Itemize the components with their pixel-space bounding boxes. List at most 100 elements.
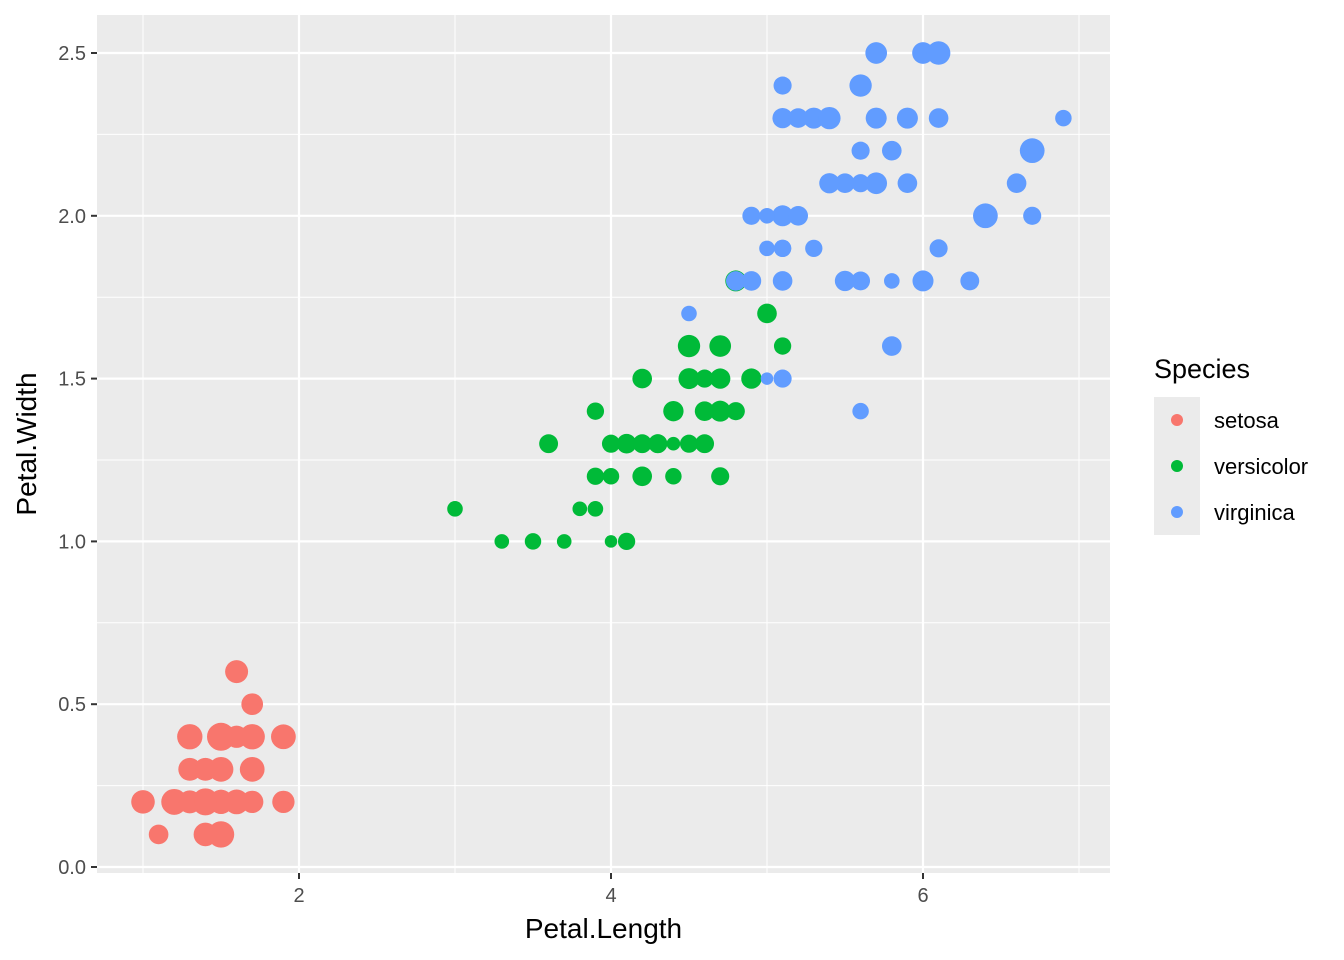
- data-point-setosa: [131, 790, 155, 814]
- data-point-virginica: [1019, 138, 1045, 164]
- data-point-virginica: [1006, 173, 1027, 194]
- data-point-versicolor: [617, 532, 636, 551]
- data-point-versicolor: [586, 467, 605, 485]
- legend-title: Species: [1154, 354, 1250, 384]
- data-point-virginica: [819, 173, 840, 194]
- y-tick-label: 2.0: [58, 206, 86, 228]
- y-tick-label: 1.5: [58, 369, 86, 391]
- data-point-virginica: [851, 141, 870, 160]
- data-point-versicolor: [524, 533, 542, 550]
- data-point-virginica: [773, 369, 792, 388]
- data-point-setosa: [163, 791, 185, 813]
- legend-key-versicolor: [1171, 460, 1183, 472]
- legend-label-versicolor: versicolor: [1214, 454, 1308, 479]
- data-point-versicolor: [710, 401, 730, 421]
- data-point-versicolor: [494, 534, 509, 549]
- data-point-versicolor: [679, 434, 699, 453]
- data-point-virginica: [850, 75, 871, 96]
- axes: 2 4 6 0.0 0.5 1.0 1.5 2.0 2.5: [58, 43, 928, 907]
- data-point-setosa: [239, 756, 265, 782]
- data-point-virginica: [772, 271, 793, 291]
- data-point-versicolor: [695, 369, 714, 388]
- data-point-virginica: [725, 271, 746, 291]
- data-point-virginica: [928, 108, 949, 128]
- data-point-versicolor: [632, 466, 653, 487]
- data-point-virginica: [818, 106, 841, 130]
- y-axis-title: Petal.Width: [11, 372, 42, 515]
- data-point-virginica: [834, 270, 856, 292]
- data-point-virginica: [1023, 206, 1042, 225]
- x-tick-label: 4: [605, 885, 616, 907]
- data-point-virginica: [926, 41, 951, 65]
- data-point-virginica: [881, 336, 902, 356]
- data-point-virginica: [865, 107, 887, 129]
- data-point-setosa: [208, 756, 234, 782]
- data-point-setosa: [208, 789, 234, 814]
- data-point-virginica: [851, 174, 870, 193]
- data-point-virginica: [681, 305, 697, 322]
- data-point-versicolor: [632, 368, 653, 389]
- data-point-virginica: [896, 107, 918, 129]
- y-tick-label: 0.5: [58, 694, 86, 716]
- data-point-virginica: [865, 172, 888, 195]
- data-point-virginica: [803, 107, 825, 129]
- data-point-versicolor: [572, 501, 588, 517]
- data-point-versicolor: [603, 435, 619, 452]
- x-axis-title: Petal.Length: [525, 913, 682, 944]
- data-point-virginica: [881, 140, 902, 161]
- legend: Species setosa versicolor virginica: [1154, 354, 1308, 535]
- y-tick-label: 2.5: [58, 43, 86, 65]
- data-point-versicolor: [677, 334, 701, 358]
- data-point-setosa: [179, 791, 201, 813]
- data-point-virginica: [835, 173, 855, 194]
- data-point-setosa: [177, 724, 203, 750]
- data-point-setosa: [182, 762, 197, 777]
- data-point-versicolor: [447, 501, 463, 517]
- data-point-virginica: [773, 239, 792, 258]
- data-point-virginica: [960, 271, 980, 291]
- data-point-virginica: [772, 107, 793, 129]
- data-point-versicolor: [709, 335, 732, 357]
- legend-key-virginica: [1171, 506, 1183, 518]
- data-point-virginica: [742, 206, 761, 225]
- data-point-setosa: [241, 693, 264, 716]
- data-point-versicolor: [587, 501, 604, 517]
- legend-label-setosa: setosa: [1214, 408, 1280, 433]
- data-point-virginica: [1055, 109, 1072, 127]
- data-point-setosa: [194, 791, 217, 813]
- data-point-versicolor: [695, 434, 715, 454]
- legend-key-setosa: [1171, 414, 1183, 426]
- data-point-versicolor: [743, 370, 760, 387]
- data-point-setosa: [239, 724, 265, 750]
- data-point-virginica: [852, 402, 869, 420]
- data-point-versicolor: [666, 436, 681, 451]
- data-point-versicolor: [556, 534, 572, 549]
- points-layer: [131, 41, 1072, 848]
- data-point-versicolor: [604, 535, 618, 548]
- data-point-virginica: [929, 239, 948, 258]
- data-point-setosa: [272, 790, 295, 814]
- data-point-virginica: [759, 208, 775, 224]
- data-point-setosa: [225, 660, 249, 684]
- data-point-virginica: [884, 273, 900, 289]
- data-point-virginica: [788, 205, 809, 226]
- data-point-versicolor: [757, 303, 777, 324]
- data-point-versicolor: [586, 402, 605, 420]
- data-point-setosa: [195, 759, 216, 780]
- data-point-versicolor: [539, 434, 559, 454]
- y-tick-label: 1.0: [58, 531, 86, 553]
- data-point-virginica: [741, 271, 762, 291]
- data-point-versicolor: [679, 368, 699, 389]
- data-point-versicolor: [602, 468, 620, 485]
- data-point-setosa: [271, 724, 296, 750]
- data-point-virginica: [897, 173, 918, 194]
- data-point-versicolor: [617, 434, 636, 453]
- data-point-setosa: [225, 725, 248, 748]
- data-point-versicolor: [710, 368, 731, 389]
- y-tick-label: 0.0: [58, 857, 86, 879]
- data-point-versicolor: [665, 468, 682, 485]
- data-point-virginica: [772, 205, 794, 227]
- legend-label-virginica: virginica: [1214, 500, 1295, 525]
- data-point-virginica: [973, 203, 998, 229]
